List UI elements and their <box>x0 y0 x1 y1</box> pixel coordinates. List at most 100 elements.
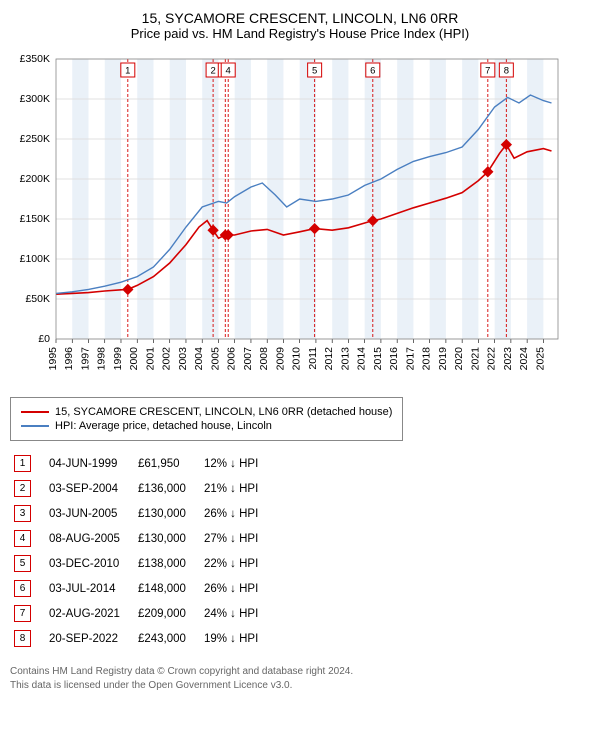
svg-text:2021: 2021 <box>469 347 481 371</box>
chart-title-line2: Price paid vs. HM Land Registry's House … <box>10 26 590 41</box>
sale-price: £130,000 <box>134 526 200 551</box>
svg-text:2018: 2018 <box>421 347 433 371</box>
svg-text:£250K: £250K <box>20 133 50 145</box>
sale-date: 03-JUN-2005 <box>45 501 134 526</box>
svg-text:2007: 2007 <box>242 347 254 371</box>
svg-text:2000: 2000 <box>128 347 140 371</box>
chart-container: £0 £50K £100K £150K £200K £250K £300K £350K 1995… <box>10 49 590 389</box>
svg-text:7: 7 <box>485 66 490 77</box>
svg-text:2016: 2016 <box>388 347 400 371</box>
svg-text:2017: 2017 <box>404 347 416 371</box>
svg-text:2001: 2001 <box>144 347 156 371</box>
svg-text:2013: 2013 <box>339 347 351 371</box>
legend: 15, SYCAMORE CRESCENT, LINCOLN, LN6 0RR … <box>10 397 403 441</box>
sale-delta: 26% ↓ HPI <box>200 576 272 601</box>
svg-text:5: 5 <box>312 66 317 77</box>
svg-text:2019: 2019 <box>437 347 449 371</box>
footer-line1: Contains HM Land Registry data © Crown c… <box>10 665 590 679</box>
svg-text:2011: 2011 <box>307 347 319 370</box>
svg-text:2015: 2015 <box>372 347 384 371</box>
svg-text:2020: 2020 <box>453 347 465 371</box>
sale-number-badge: 2 <box>14 480 31 497</box>
svg-text:2006: 2006 <box>226 347 238 371</box>
legend-item: HPI: Average price, detached house, Linc… <box>21 420 392 432</box>
svg-text:£200K: £200K <box>20 173 50 185</box>
sale-date: 03-SEP-2004 <box>45 476 134 501</box>
svg-text:2: 2 <box>210 66 215 77</box>
svg-text:2023: 2023 <box>502 347 514 371</box>
svg-text:£150K: £150K <box>20 213 50 225</box>
svg-text:2008: 2008 <box>258 347 270 371</box>
svg-text:2003: 2003 <box>177 347 189 371</box>
svg-text:1998: 1998 <box>96 347 108 371</box>
legend-item: 15, SYCAMORE CRESCENT, LINCOLN, LN6 0RR … <box>21 406 392 418</box>
sale-delta: 24% ↓ HPI <box>200 601 272 626</box>
table-row: 3 03-JUN-2005£130,00026% ↓ HPI <box>10 501 272 526</box>
sale-price: £130,000 <box>134 501 200 526</box>
price-chart: £0 £50K £100K £150K £200K £250K £300K £350K 1995… <box>10 49 570 389</box>
svg-text:2002: 2002 <box>161 347 173 371</box>
sale-date: 04-JUN-1999 <box>45 451 134 476</box>
chart-title-block: 15, SYCAMORE CRESCENT, LINCOLN, LN6 0RR … <box>10 10 590 41</box>
chart-title-line1: 15, SYCAMORE CRESCENT, LINCOLN, LN6 0RR <box>10 10 590 26</box>
sale-date: 02-AUG-2021 <box>45 601 134 626</box>
sale-date: 03-DEC-2010 <box>45 551 134 576</box>
svg-text:2025: 2025 <box>534 347 546 371</box>
sale-price: £209,000 <box>134 601 200 626</box>
svg-text:1: 1 <box>125 66 130 77</box>
svg-text:1999: 1999 <box>112 347 124 371</box>
sale-date: 08-AUG-2005 <box>45 526 134 551</box>
legend-label: HPI: Average price, detached house, Linc… <box>55 420 272 432</box>
table-row: 5 03-DEC-2010£138,00022% ↓ HPI <box>10 551 272 576</box>
sale-number-badge: 4 <box>14 530 31 547</box>
sale-date: 20-SEP-2022 <box>45 626 134 651</box>
sale-number-badge: 3 <box>14 505 31 522</box>
sale-delta: 21% ↓ HPI <box>200 476 272 501</box>
svg-text:6: 6 <box>370 66 375 77</box>
footer-line2: This data is licensed under the Open Gov… <box>10 679 590 693</box>
svg-text:2012: 2012 <box>323 347 335 371</box>
svg-text:2009: 2009 <box>274 347 286 371</box>
svg-text:£50K: £50K <box>25 293 50 305</box>
sale-number-badge: 7 <box>14 605 31 622</box>
sale-price: £136,000 <box>134 476 200 501</box>
table-row: 820-SEP-2022£243,00019% ↓ HPI <box>10 626 272 651</box>
sale-delta: 26% ↓ HPI <box>200 501 272 526</box>
svg-text:£350K: £350K <box>20 53 50 65</box>
svg-text:£0: £0 <box>38 333 50 345</box>
legend-label: 15, SYCAMORE CRESCENT, LINCOLN, LN6 0RR … <box>55 406 392 418</box>
svg-text:8: 8 <box>504 66 509 77</box>
table-row: 6 03-JUL-2014£148,00026% ↓ HPI <box>10 576 272 601</box>
sale-delta: 27% ↓ HPI <box>200 526 272 551</box>
svg-text:2014: 2014 <box>356 347 368 371</box>
sale-price: £148,000 <box>134 576 200 601</box>
sale-number-badge: 5 <box>14 555 31 572</box>
table-row: 2 03-SEP-2004£136,00021% ↓ HPI <box>10 476 272 501</box>
sale-price: £138,000 <box>134 551 200 576</box>
svg-text:2010: 2010 <box>291 347 303 371</box>
table-row: 104-JUN-1999£61,95012% ↓ HPI <box>10 451 272 476</box>
svg-text:2005: 2005 <box>209 347 221 371</box>
table-row: 7 02-AUG-2021£209,00024% ↓ HPI <box>10 601 272 626</box>
svg-text:£100K: £100K <box>20 253 50 265</box>
legend-color-swatch <box>21 425 49 427</box>
svg-text:1995: 1995 <box>47 347 59 371</box>
svg-text:1997: 1997 <box>79 347 91 371</box>
sale-number-badge: 1 <box>14 455 31 472</box>
svg-text:4: 4 <box>226 66 231 77</box>
sale-number-badge: 8 <box>14 630 31 647</box>
svg-text:£300K: £300K <box>20 93 50 105</box>
svg-text:2004: 2004 <box>193 347 205 371</box>
footer-attribution: Contains HM Land Registry data © Crown c… <box>10 665 590 692</box>
svg-text:2024: 2024 <box>518 347 530 371</box>
svg-text:1996: 1996 <box>63 347 75 371</box>
sale-date: 03-JUL-2014 <box>45 576 134 601</box>
sales-table: 104-JUN-1999£61,95012% ↓ HPI203-SEP-2004… <box>10 451 272 651</box>
svg-text:2022: 2022 <box>486 347 498 371</box>
sale-delta: 12% ↓ HPI <box>200 451 272 476</box>
legend-color-swatch <box>21 411 49 413</box>
sale-delta: 22% ↓ HPI <box>200 551 272 576</box>
table-row: 4 08-AUG-2005£130,00027% ↓ HPI <box>10 526 272 551</box>
sale-number-badge: 6 <box>14 580 31 597</box>
sale-price: £243,000 <box>134 626 200 651</box>
